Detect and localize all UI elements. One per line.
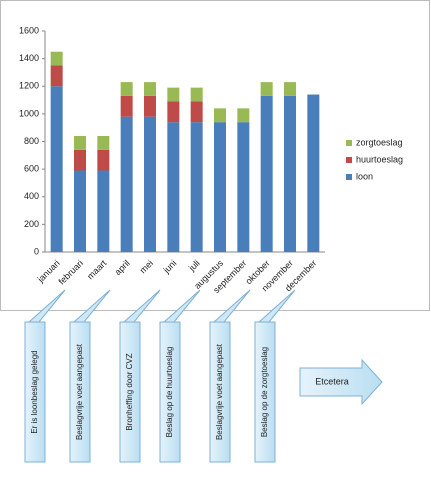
- callout-text: Bronheffing door CVZ: [125, 353, 134, 430]
- bar-segment: [237, 108, 250, 123]
- y-tick-label: 1200: [19, 81, 39, 91]
- y-tick-label: 1000: [19, 108, 39, 118]
- arrow-label: Etcetera: [315, 376, 349, 386]
- bar-segment: [284, 95, 296, 252]
- bar-segment: [284, 82, 296, 96]
- y-tick-label: 0: [34, 246, 39, 256]
- legend-label: zorgtoeslag: [356, 137, 403, 147]
- bar-segment: [97, 135, 110, 150]
- bar-segment: [167, 122, 180, 252]
- callout-text: Beslag op de zorgtoeslag: [260, 347, 269, 437]
- callout-box: [159, 321, 181, 463]
- bar-segment: [74, 170, 86, 252]
- y-tick-label: 1600: [19, 25, 39, 35]
- arrow: [299, 358, 383, 406]
- callout-text: Er is loonbeslag gelegd: [30, 350, 39, 433]
- bar-segment: [214, 108, 226, 123]
- callout-box: [24, 321, 46, 463]
- y-tick-label: 800: [24, 136, 39, 146]
- bar-segment: [167, 87, 180, 102]
- bar-segment: [144, 116, 156, 252]
- bar-segment: [74, 149, 86, 171]
- bar-segment: [97, 170, 110, 252]
- bar-segment: [50, 51, 63, 66]
- bar-segment: [190, 122, 203, 252]
- legend-swatch: [346, 140, 352, 146]
- bar-segment: [190, 101, 203, 123]
- callout-box: [119, 321, 141, 463]
- y-tick-label: 600: [24, 164, 39, 174]
- bar-segment: [214, 122, 226, 252]
- callout-text: Beslag op de huurtoeslag: [165, 347, 174, 438]
- callout-text: Beslagvrije voet aangepast: [75, 343, 84, 440]
- legend-label: huurtoeslag: [356, 154, 403, 164]
- legend-label: loon: [356, 171, 373, 181]
- bar-segment: [74, 135, 86, 150]
- bar-segment: [190, 87, 203, 102]
- callout-box: [69, 321, 91, 463]
- bar-segment: [144, 82, 156, 96]
- bar-segment: [260, 82, 273, 96]
- bar-segment: [307, 94, 320, 252]
- callout-box: [254, 321, 276, 463]
- bar-segment: [120, 95, 133, 117]
- y-tick-label: 200: [24, 219, 39, 229]
- callout-box: [209, 321, 231, 463]
- y-tick-label: 400: [24, 191, 39, 201]
- legend-swatch: [346, 157, 352, 163]
- bar-segment: [120, 82, 133, 96]
- bar-segment: [50, 86, 63, 252]
- bar-segment: [97, 149, 110, 171]
- bar-segment: [260, 95, 273, 252]
- bar-segment: [120, 116, 133, 252]
- bar-segment: [237, 122, 250, 252]
- bar-segment: [144, 95, 156, 117]
- bar-segment: [50, 65, 63, 87]
- legend-swatch: [346, 174, 352, 180]
- callout-text: Beslagvrije voet aangepast: [215, 343, 224, 440]
- y-tick-label: 1400: [19, 53, 39, 63]
- bar-segment: [167, 101, 180, 123]
